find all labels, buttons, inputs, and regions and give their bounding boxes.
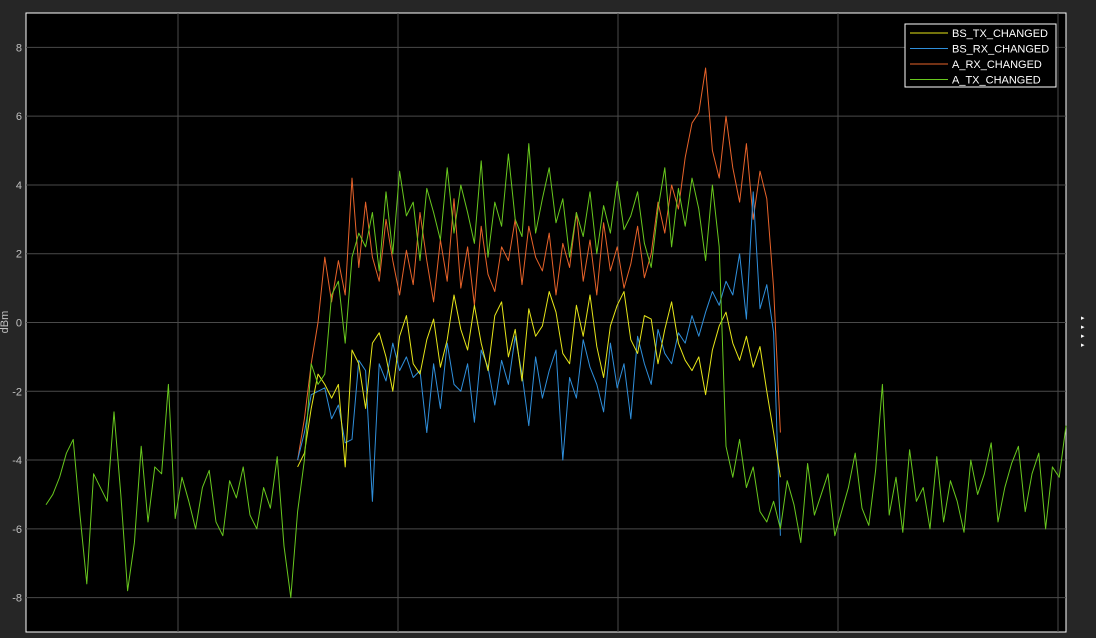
y-tick-label: 2 xyxy=(16,249,22,261)
y-tick-label: -8 xyxy=(12,593,22,605)
y-tick-label: 8 xyxy=(16,42,22,54)
legend-label: BS_RX_CHANGED xyxy=(952,44,1049,56)
side-arrow-controls[interactable]: ▸▸▸▸ xyxy=(1081,314,1085,349)
legend-label: BS_TX_CHANGED xyxy=(952,28,1048,40)
legend-label: A_TX_CHANGED xyxy=(952,75,1041,87)
y-tick-label: -4 xyxy=(12,455,22,467)
y-tick-label: 0 xyxy=(16,318,22,330)
legend-label: A_RX_CHANGED xyxy=(952,59,1042,71)
series-line-a-tx-changed xyxy=(45,143,1067,599)
series-lines xyxy=(45,67,1067,599)
legend: BS_TX_CHANGED BS_RX_CHANGED A_RX_CHANGED A_… xyxy=(904,23,1057,88)
expand-arrow-icon[interactable]: ▸ xyxy=(1081,332,1085,340)
expand-arrow-icon[interactable]: ▸ xyxy=(1081,323,1085,331)
expand-arrow-icon[interactable]: ▸ xyxy=(1081,341,1085,349)
y-tick-labels: -8 -6 -4 -2 0 2 4 6 8 xyxy=(12,42,22,604)
y-tick-label: 4 xyxy=(16,180,22,192)
series-line-bs-rx-changed xyxy=(297,191,781,536)
grid-lines xyxy=(26,13,1066,632)
series-line-bs-tx-changed xyxy=(297,291,781,478)
y-tick-label: -2 xyxy=(12,386,22,398)
expand-arrow-icon[interactable]: ▸ xyxy=(1081,314,1085,322)
series-line-a-rx-changed xyxy=(297,67,781,461)
y-tick-label: 6 xyxy=(16,111,22,123)
y-axis-label: dBm xyxy=(0,311,11,334)
y-tick-label: -6 xyxy=(12,524,22,536)
legend-box xyxy=(904,23,1057,88)
